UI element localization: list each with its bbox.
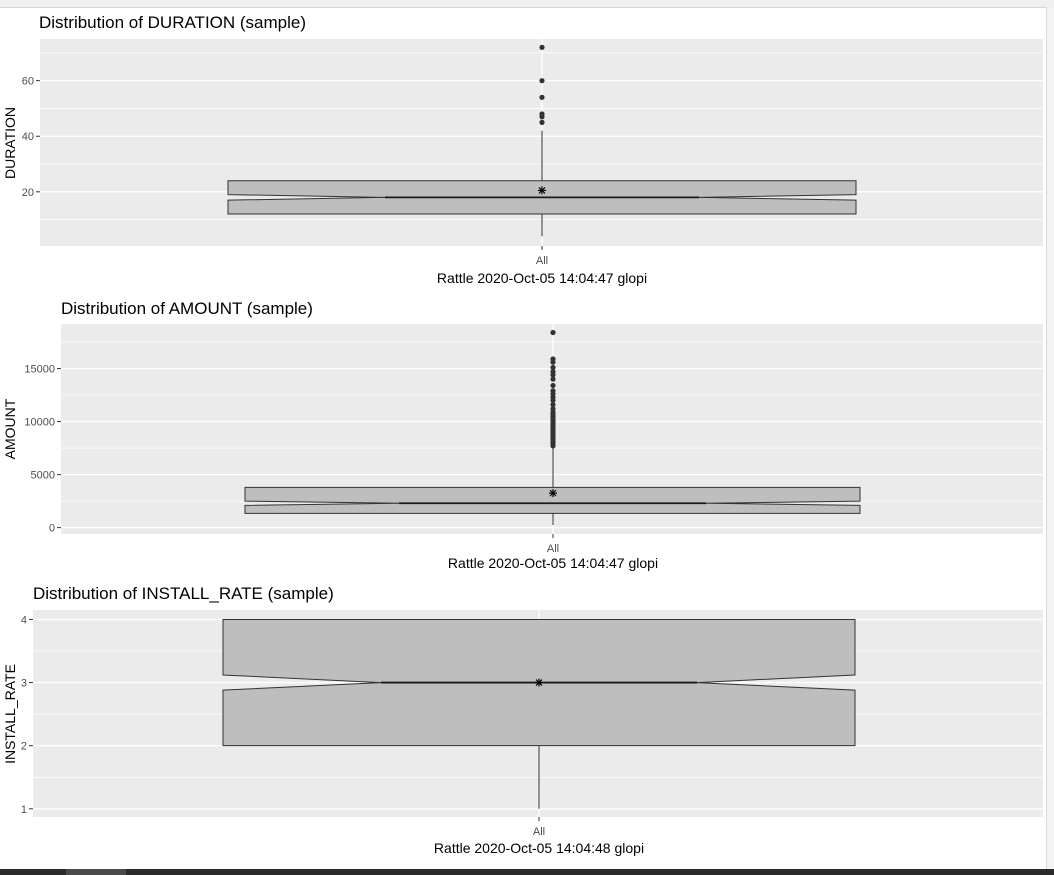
y-tick-label: 0 xyxy=(49,523,55,535)
outliers xyxy=(539,44,545,125)
outlier-point xyxy=(550,356,556,362)
y-tick-label: 1 xyxy=(21,804,27,816)
outlier-point xyxy=(550,382,556,389)
y-axis: 0 5000 10000 15000 xyxy=(24,364,554,538)
y-axis-label: AMOUNT xyxy=(2,398,18,459)
outlier-point xyxy=(550,364,556,371)
x-tick-label: All xyxy=(536,255,548,267)
install-rate-boxplot: Distribution of INSTALL_RATE (sample) 1 2… xyxy=(2,584,1043,856)
y-axis-label: DURATION xyxy=(2,107,18,179)
chart-title: Distribution of AMOUNT (sample) xyxy=(61,299,313,318)
outlier-point xyxy=(550,369,556,375)
mean-stroke xyxy=(535,679,543,686)
outlier-point xyxy=(539,94,545,100)
x-axis-caption: Rattle 2020-Oct-05 14:04:47 glopi xyxy=(437,270,647,286)
chart-title: Distribution of INSTALL_RATE (sample) xyxy=(33,584,334,603)
taskbar-button[interactable] xyxy=(66,869,126,875)
outlier-point xyxy=(539,111,545,117)
y-tick-label: 10000 xyxy=(24,417,55,429)
browser-toolbar-strip xyxy=(0,0,1054,8)
outlier-point xyxy=(550,329,556,336)
y-tick-label: 20 xyxy=(22,187,34,199)
duration-boxplot: Distribution of DURATION (sample) 20 40 60… xyxy=(2,13,1043,286)
outlier-point xyxy=(539,44,545,50)
outliers xyxy=(550,329,556,449)
y-axis: 20 40 60 xyxy=(22,76,543,250)
chart-title: Distribution of DURATION (sample) xyxy=(39,13,306,32)
y-axis: 1 2 3 4 xyxy=(21,614,540,821)
y-tick-label: 3 xyxy=(21,678,27,690)
window-scrollbar-edge xyxy=(1046,7,1054,869)
y-tick-label: 60 xyxy=(22,76,34,88)
box xyxy=(222,618,856,809)
mean-marker xyxy=(538,186,546,195)
y-tick-label: 5000 xyxy=(31,470,55,482)
outlier-point xyxy=(550,406,556,412)
y-axis-label: INSTALL_RATE xyxy=(2,664,18,764)
notched-box xyxy=(244,486,861,514)
outlier-point xyxy=(539,78,545,84)
y-tick-label: 15000 xyxy=(24,364,55,376)
outlier-point xyxy=(550,402,556,408)
outlier-point xyxy=(550,376,556,382)
mean-stroke xyxy=(549,489,557,497)
mean-marker xyxy=(535,678,543,687)
y-tick-label: 4 xyxy=(21,614,27,626)
x-tick-label: All xyxy=(533,826,545,838)
x-axis-caption: Rattle 2020-Oct-05 14:04:47 glopi xyxy=(448,555,658,571)
x-axis-caption: Rattle 2020-Oct-05 14:04:48 glopi xyxy=(434,840,644,856)
x-tick-label: All xyxy=(547,543,559,555)
amount-boxplot: Distribution of AMOUNT (sample) 0 5000 100… xyxy=(2,299,1043,571)
box xyxy=(227,130,857,237)
outlier-point xyxy=(550,388,556,394)
taskbar xyxy=(0,869,1054,875)
y-tick-label: 40 xyxy=(22,131,34,143)
box xyxy=(244,448,861,525)
mean-stroke xyxy=(538,187,546,194)
outlier-point xyxy=(539,119,545,125)
mean-marker xyxy=(549,489,557,498)
y-tick-label: 2 xyxy=(21,741,27,753)
